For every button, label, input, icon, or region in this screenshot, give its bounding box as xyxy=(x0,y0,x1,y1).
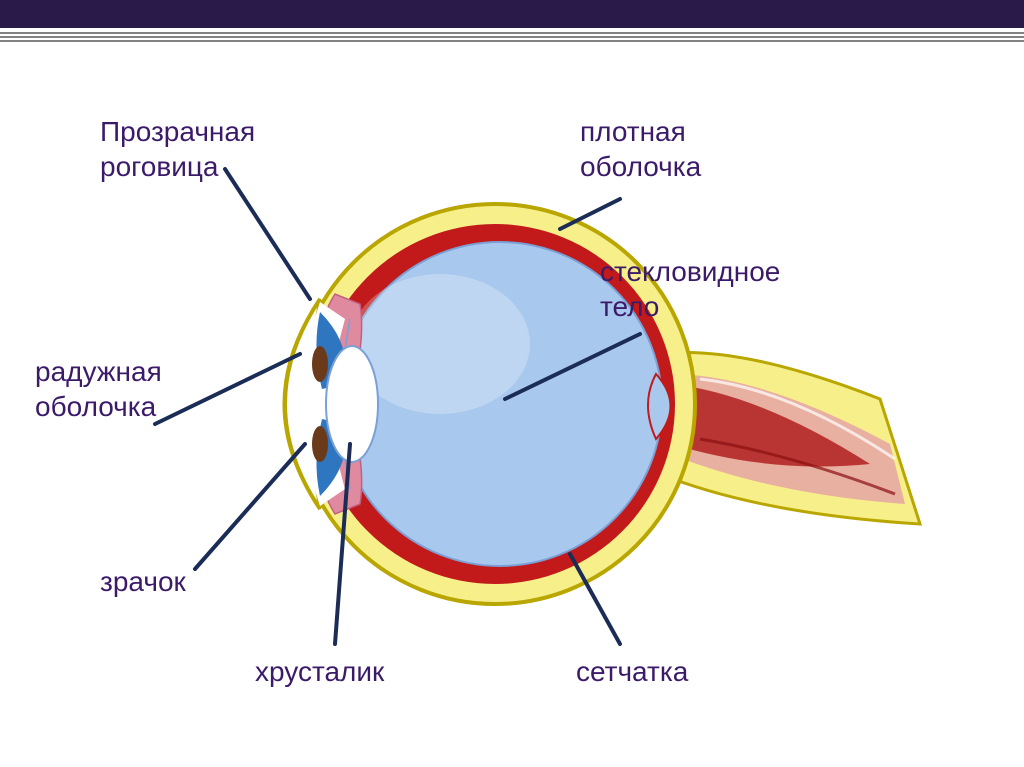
pupil-top xyxy=(312,346,328,382)
label-retina: сетчатка xyxy=(576,654,688,689)
header-bar xyxy=(0,0,1024,28)
label-lens: хрусталик xyxy=(255,654,384,689)
lens xyxy=(326,346,378,462)
header-decor-lines xyxy=(0,32,1024,42)
pupil-bottom xyxy=(312,426,328,462)
diagram-canvas: Прозрачная роговица плотная оболочка сте… xyxy=(0,44,1024,764)
label-sclera: плотная оболочка xyxy=(580,114,701,184)
leader-iris xyxy=(155,354,300,424)
leader-cornea xyxy=(225,169,310,299)
leader-sclera xyxy=(560,199,620,229)
optic-nerve xyxy=(660,352,920,524)
leader-pupil xyxy=(195,444,305,569)
label-pupil: зрачок xyxy=(100,564,186,599)
label-cornea: Прозрачная роговица xyxy=(100,114,255,184)
label-iris: радужная оболочка xyxy=(35,354,162,424)
label-vitreous: стекловидное тело xyxy=(600,254,780,324)
